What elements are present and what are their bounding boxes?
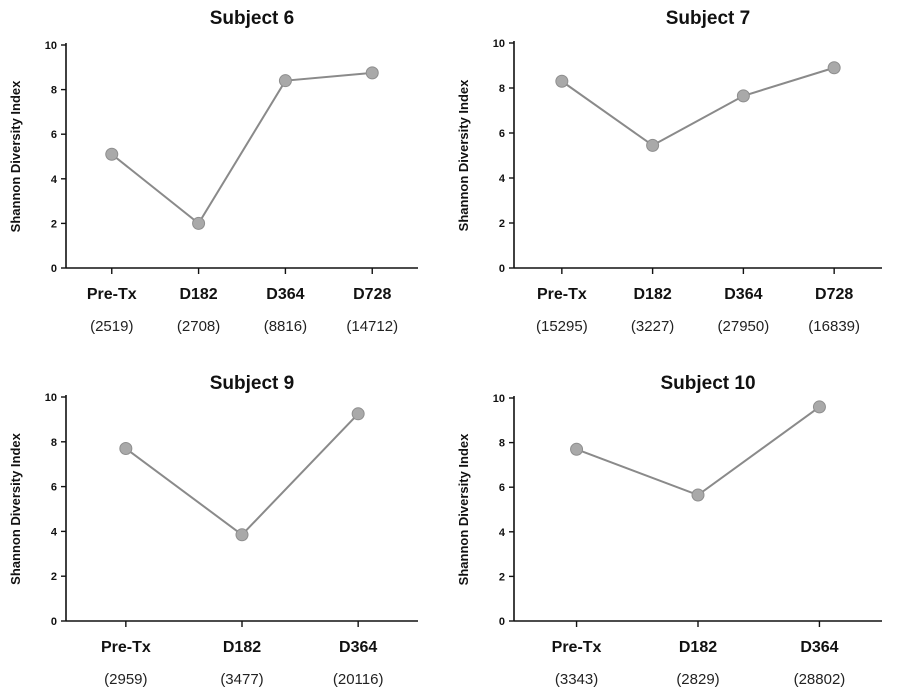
data-point (192, 216, 206, 230)
y-tick-label: 8 (51, 437, 57, 449)
chart-title: Subject 9 (210, 373, 294, 394)
x-count-label: (14712) (346, 318, 398, 335)
series-line (576, 406, 821, 497)
y-tick-label: 8 (499, 83, 505, 95)
x-tick-label: Pre-Tx (552, 639, 602, 656)
x-tick-label: D364 (266, 286, 304, 303)
x-tick-label: D364 (800, 639, 838, 656)
chart-subject-6: Subject 6 Shannon Diversity Index 0 2 4 6 8 10 P… (8, 8, 418, 335)
data-point (691, 488, 705, 502)
y-tick-label: 2 (51, 218, 57, 230)
y-tick-label: 6 (499, 128, 505, 140)
y-axis-label: Shannon Diversity Index (456, 433, 471, 585)
chart-panel-subject-6: Subject 6 Shannon Diversity Index 0 2 4 6 8 10 P… (0, 0, 448, 348)
y-tick-label: 6 (51, 482, 57, 494)
chart-subject-7: Subject 7 Shannon Diversity Index 0 2 4 6 8 10 P… (456, 8, 882, 335)
x-count-label: (3477) (220, 671, 263, 688)
x-tick-label: D182 (633, 286, 671, 303)
y-tick-label: 10 (493, 38, 505, 50)
chart-title: Subject 7 (666, 8, 750, 29)
data-point (351, 407, 365, 421)
data-point (119, 442, 133, 456)
x-tick-label: D182 (179, 286, 217, 303)
x-tick-label: Pre-Tx (101, 639, 151, 656)
y-tick-label: 10 (45, 40, 57, 52)
x-tick-label: Pre-Tx (87, 286, 137, 303)
y-tick-label: 0 (51, 263, 57, 275)
data-point (365, 66, 379, 80)
y-tick-label: 2 (499, 571, 505, 583)
chart-subject-9: Subject 9 Shannon Diversity Index 0 2 4 6 8 10 P… (8, 373, 418, 688)
y-tick-label: 6 (499, 482, 505, 494)
data-point (235, 528, 249, 542)
x-count-label: (2519) (90, 318, 133, 335)
data-point (278, 74, 292, 88)
x-tick-label: D364 (724, 286, 762, 303)
data-point (555, 74, 569, 88)
x-count-label: (2959) (104, 671, 147, 688)
chart-title: Subject 10 (660, 373, 755, 394)
chart-subject-10: Subject 10 Shannon Diversity Index 0 2 4 6 8 10… (456, 373, 882, 688)
data-point (812, 400, 826, 414)
y-tick-label: 6 (51, 129, 57, 141)
data-point (646, 138, 660, 152)
x-tick-label: D728 (815, 286, 853, 303)
x-count-label: (15295) (536, 318, 588, 335)
x-count-label: (27950) (718, 318, 770, 335)
x-tick-label: D182 (223, 639, 261, 656)
x-count-label: (20116) (333, 671, 384, 688)
x-count-label: (3227) (631, 318, 674, 335)
y-tick-label: 4 (51, 174, 58, 186)
y-axis-label: Shannon Diversity Index (456, 79, 471, 231)
x-count-label: (2708) (177, 318, 220, 335)
x-count-label: (8816) (264, 318, 307, 335)
data-point (736, 89, 750, 103)
y-axis-label: Shannon Diversity Index (8, 80, 23, 232)
y-tick-label: 0 (51, 616, 57, 628)
x-tick-label: D364 (339, 639, 377, 656)
x-count-label: (16839) (808, 318, 860, 335)
y-axis-label: Shannon Diversity Index (8, 432, 23, 584)
x-tick-label: D182 (679, 639, 717, 656)
chart-title: Subject 6 (210, 8, 294, 29)
y-tick-label: 4 (51, 526, 58, 538)
y-tick-label: 8 (499, 438, 505, 450)
chart-panel-subject-7: Subject 7 Shannon Diversity Index 0 2 4 6 8 10 P… (449, 0, 897, 348)
y-tick-label: 8 (51, 85, 57, 97)
y-tick-label: 0 (499, 263, 505, 275)
series-line (125, 413, 359, 537)
series-line (111, 71, 373, 225)
x-count-label: (3343) (555, 671, 598, 688)
data-point (570, 442, 584, 456)
y-tick-label: 4 (499, 527, 506, 539)
y-tick-label: 10 (493, 393, 505, 405)
y-tick-label: 4 (499, 173, 506, 185)
chart-panel-subject-9: Subject 9 Shannon Diversity Index 0 2 4 6 8 10 P… (0, 348, 448, 696)
y-tick-label: 10 (45, 392, 57, 404)
y-tick-label: 2 (499, 218, 505, 230)
x-count-label: (2829) (676, 671, 719, 688)
x-tick-label: Pre-Tx (537, 286, 587, 303)
series-line (561, 66, 835, 147)
y-tick-label: 2 (51, 571, 57, 583)
x-tick-label: D728 (353, 286, 391, 303)
y-tick-label: 0 (499, 616, 505, 628)
data-point (105, 147, 119, 161)
data-point (827, 61, 841, 75)
chart-panel-subject-10: Subject 10 Shannon Diversity Index 0 2 4 6 8 10… (449, 348, 897, 696)
x-count-label: (28802) (794, 671, 846, 688)
